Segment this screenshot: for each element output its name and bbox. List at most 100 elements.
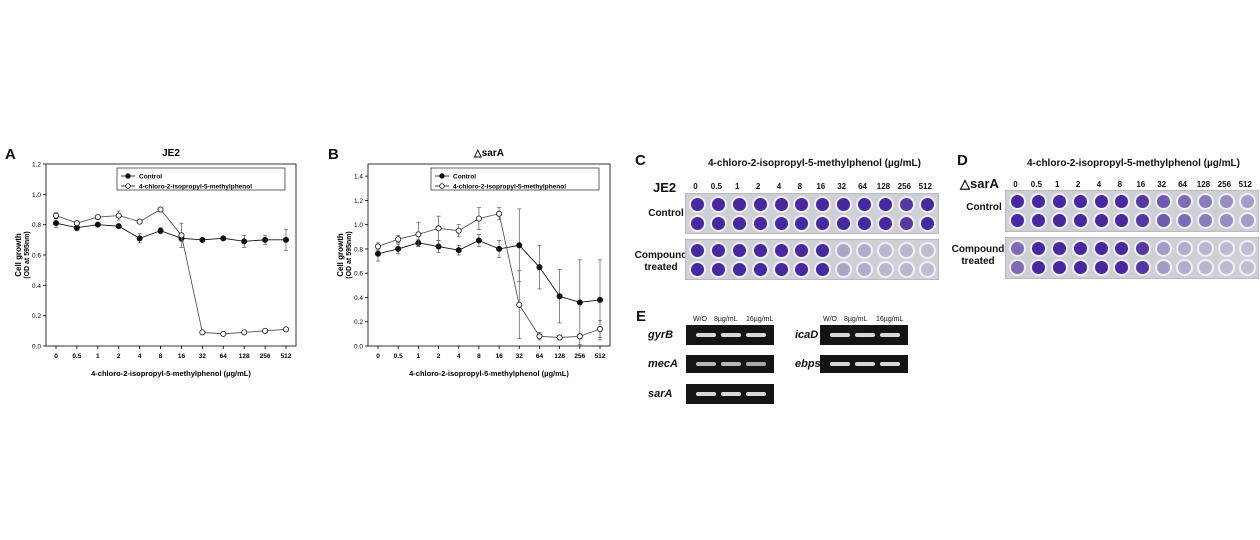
- well: [709, 242, 727, 259]
- x-tick-label: 1: [96, 353, 100, 360]
- data-point: [536, 264, 543, 271]
- data-point: [115, 223, 122, 230]
- well: [918, 261, 936, 278]
- well: [835, 215, 853, 232]
- well: [1009, 212, 1026, 229]
- y-tick-label: 1.0: [354, 222, 363, 229]
- plot-frame: [367, 163, 611, 347]
- legend-box: [116, 167, 286, 191]
- y-tick-label: 1.2: [354, 198, 363, 205]
- well: [772, 261, 790, 278]
- well: [1050, 212, 1068, 229]
- concentration-label: 0.5: [710, 182, 722, 191]
- legend-label: 4-chloro-2-isopropyl-5-methylphenol: [139, 184, 252, 191]
- plate-d-treated-label: Compound treated: [948, 244, 1008, 268]
- well: [814, 196, 832, 213]
- data-point: [262, 327, 269, 334]
- y-tick-label: 0.0: [32, 344, 41, 351]
- y-tick-label: 0.8: [354, 246, 363, 253]
- x-tick-label: 32: [199, 353, 207, 360]
- chart-title: JE2: [162, 148, 180, 159]
- gel-gyrb: [686, 325, 774, 345]
- well: [1071, 193, 1089, 210]
- well: [1009, 240, 1026, 257]
- well: [1092, 240, 1110, 257]
- well-row: [689, 196, 940, 213]
- well: [1134, 212, 1152, 229]
- data-point: [596, 296, 603, 303]
- series-line: [377, 213, 601, 338]
- plate-c-title: 4-chloro-2-isopropyl-5-methylphenol (µg/…: [708, 158, 921, 169]
- concentration-label: 256: [1217, 180, 1232, 189]
- well: [1029, 193, 1047, 210]
- x-tick-label: 0.5: [394, 353, 403, 360]
- well: [1113, 259, 1131, 276]
- well: [856, 215, 874, 232]
- data-point: [282, 326, 289, 333]
- well: [1050, 240, 1068, 257]
- x-tick-label: 32: [516, 353, 524, 360]
- panel-label-b: B: [328, 146, 339, 163]
- data-point: [199, 329, 206, 336]
- concentration-label: 512: [1238, 180, 1252, 189]
- chart-title: △sarA: [473, 148, 504, 159]
- gene-label-meca: mecA: [648, 358, 678, 370]
- x-axis-label: 4-chloro-2-isopropyl-5-methylphenol (µg/…: [409, 369, 569, 378]
- gel-ebps: [820, 355, 908, 373]
- data-point: [516, 301, 523, 308]
- well: [1134, 193, 1152, 210]
- well: [1197, 193, 1215, 210]
- chart-a-je2-growth: JE2 0.0 0.2 0.4 0.6 0.8 1.0 1.2 0 0.5 1 2 4 8 16 32 64 12…: [14, 148, 297, 378]
- well: [1113, 193, 1131, 210]
- x-tick-label: 0: [54, 353, 58, 360]
- well: [1238, 193, 1256, 210]
- gene-label-gyrb: gyrB: [648, 329, 674, 341]
- well: [1134, 259, 1152, 276]
- concentration-label: 128: [876, 182, 891, 191]
- y-tick-label: 0.4: [354, 295, 363, 302]
- concentration-label: 32: [837, 182, 847, 191]
- well: [1217, 259, 1235, 276]
- well: [1197, 240, 1215, 257]
- well: [897, 215, 915, 232]
- legend-box: [430, 167, 600, 191]
- well-row: [1009, 240, 1260, 257]
- well-row: [1009, 193, 1260, 210]
- well: [772, 196, 790, 213]
- x-tick-label: 256: [260, 353, 271, 360]
- gel-meca: [686, 355, 774, 373]
- well: [877, 261, 895, 278]
- concentration-label: 512: [918, 182, 932, 191]
- well: [897, 261, 915, 278]
- well: [1155, 240, 1173, 257]
- well: [1238, 259, 1256, 276]
- y-tick-label: 1.4: [354, 174, 363, 181]
- well: [1217, 212, 1235, 229]
- panel-label-e: E: [636, 308, 647, 325]
- chart-b-sara-growth: △sarA 0.0 0.2 0.4 0.6 0.8 1.0 1.2 1.4 0 0.5 1 2 4 8 16 3…: [336, 148, 611, 378]
- well: [877, 242, 895, 259]
- concentration-label: 0: [693, 182, 698, 191]
- well: [1155, 259, 1173, 276]
- data-point: [475, 237, 482, 244]
- data-point: [556, 293, 563, 300]
- x-tick-label: 64: [220, 353, 228, 360]
- x-tick-label: 512: [595, 353, 606, 360]
- well-row: [689, 215, 940, 232]
- legend-marker: [439, 183, 445, 189]
- well: [689, 196, 706, 213]
- gel-left-lane-16: 16µg/mL: [746, 316, 774, 323]
- data-point: [556, 334, 563, 341]
- legend-label: 4-chloro-2-isopropyl-5-methylphenol: [453, 184, 566, 191]
- gel-left-lane-wo: W/O: [693, 316, 707, 323]
- y-tick-label: 0.8: [32, 222, 41, 229]
- well: [689, 215, 706, 232]
- data-point: [282, 236, 289, 243]
- data-point: [375, 250, 382, 257]
- well: [709, 196, 727, 213]
- well: [856, 261, 874, 278]
- plate-c-control-wells: [685, 193, 939, 234]
- data-point: [136, 235, 143, 242]
- x-tick-label: 0: [376, 353, 380, 360]
- well: [1155, 193, 1173, 210]
